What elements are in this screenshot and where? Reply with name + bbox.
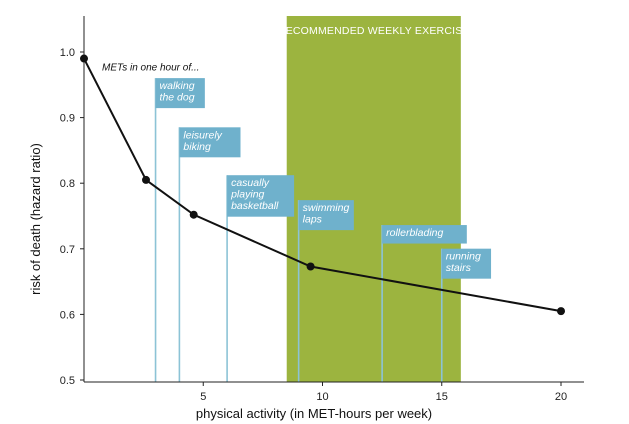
axes: 0.5 0.6 0.7 0.8 0.9 1.0 5 10 15 20 xyxy=(60,16,584,403)
activity-callout-line: casually xyxy=(231,177,270,189)
x-tick-label: 15 xyxy=(436,391,448,403)
series-layer xyxy=(80,54,565,316)
activity-callout-line: playing xyxy=(230,189,264,201)
activity-callout-line: stairs xyxy=(446,262,472,274)
activity-callout-layer: walking the dog leisurely biking casually pla… xyxy=(155,78,492,279)
y-tick-label: 0.8 xyxy=(60,178,75,190)
activity-callout-box xyxy=(382,225,467,244)
activity-callout-line: laps xyxy=(303,214,323,226)
y-tick-label: 0.6 xyxy=(60,309,75,321)
x-axis-title: physical activity (in MET-hours per week… xyxy=(196,406,432,421)
y-tick-label: 0.9 xyxy=(60,113,75,125)
data-point xyxy=(142,175,151,184)
activity-callout-label: leisurely biking xyxy=(183,129,222,153)
y-axis-title: risk of death (hazard ratio) xyxy=(28,143,43,295)
x-tick-label: 20 xyxy=(555,391,567,403)
activity-callout-label: running stairs xyxy=(446,251,481,275)
activity-callout-box xyxy=(155,78,205,109)
x-tick-label: 10 xyxy=(316,391,328,403)
data-point xyxy=(557,307,565,316)
activity-callout-label: rollerblading xyxy=(386,227,443,239)
y-tick-label: 0.7 xyxy=(60,244,75,256)
activity-callout-line: running xyxy=(446,251,481,263)
recommended-band-label: RECOMMENDED WEEKLY EXERCISE xyxy=(278,25,470,37)
activity-callout-box xyxy=(179,127,241,158)
activity-callout-box xyxy=(441,248,492,279)
y-tick-label: 0.5 xyxy=(60,375,75,387)
activity-callout-box xyxy=(227,175,295,217)
recommended-band-layer: RECOMMENDED WEEKLY EXERCISE xyxy=(278,16,470,382)
activity-callout-line: biking xyxy=(183,141,211,153)
activity-callout-line: walking xyxy=(160,80,195,92)
activity-callout-line: swimming xyxy=(303,202,350,214)
x-tick-label: 5 xyxy=(200,391,206,403)
activity-callout-box xyxy=(298,200,354,231)
data-point xyxy=(306,262,315,271)
activity-callout-label: casually playing basketball xyxy=(230,177,279,212)
activity-callout-line: leisurely xyxy=(183,129,222,141)
activity-callout-line: rollerblading xyxy=(386,227,443,239)
activity-callout-line: the dog xyxy=(160,92,195,104)
y-tick-label: 1.0 xyxy=(60,47,75,59)
activity-callout-line: basketball xyxy=(231,200,279,212)
data-point xyxy=(80,54,88,63)
annotation-label: METs in one hour of... xyxy=(102,63,199,74)
activity-callout-label: walking the dog xyxy=(160,80,195,104)
data-point xyxy=(189,210,198,219)
activity-callout-label: swimming laps xyxy=(303,202,350,226)
recommended-band xyxy=(286,16,461,382)
